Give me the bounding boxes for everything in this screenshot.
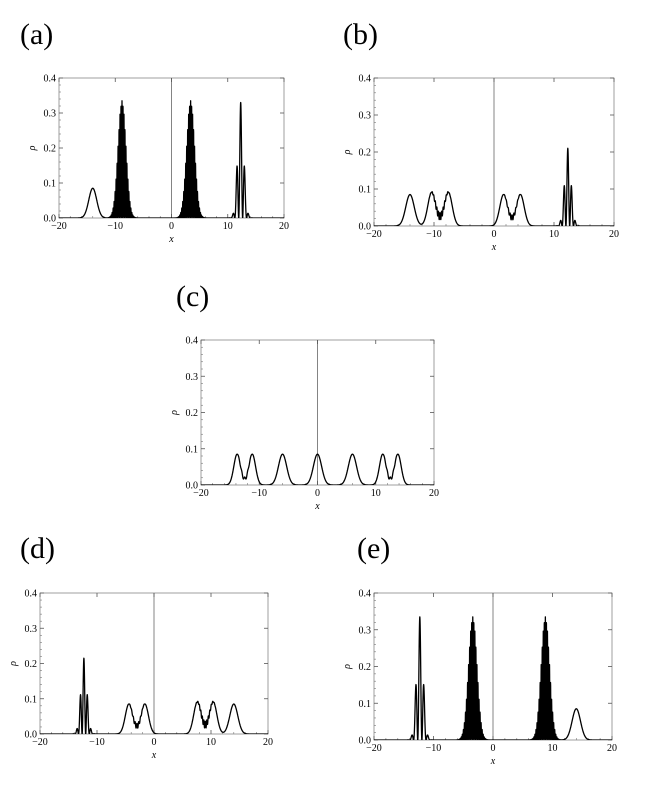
x-tick-label: −20 [32,737,48,748]
x-tick-label: 0 [315,488,320,499]
y-tick-label: 0.3 [359,111,372,122]
panel-label: (c) [176,280,210,313]
y-tick-label: 0.0 [186,481,199,492]
x-tick-label: 20 [279,221,289,232]
y-axis-label: ρ [8,661,19,667]
x-tick-label: 0 [491,743,496,754]
y-tick-label: 0.1 [359,699,372,710]
y-tick-label: 0.4 [44,74,57,85]
x-axis-label: x [168,234,174,245]
y-tick-label: 0.3 [186,372,199,383]
x-tick-label: −20 [193,488,209,499]
x-tick-label: 10 [549,229,559,240]
y-tick-label: 0.4 [186,336,199,347]
x-axis-label: x [314,501,320,512]
y-tick-label: 0.1 [186,444,199,455]
y-tick-label: 0.0 [359,736,372,747]
x-tick-label: −20 [51,221,67,232]
x-tick-label: −10 [251,488,267,499]
x-tick-label: 0 [492,229,497,240]
y-tick-label: 0.3 [25,624,38,635]
x-tick-label: −10 [107,221,123,232]
density-curve [374,616,612,740]
x-tick-label: 20 [609,229,619,240]
y-tick-label: 0.0 [359,222,372,233]
y-axis-label: ρ [27,145,38,151]
y-tick-label: 0.2 [25,659,38,670]
y-tick-label: 0.1 [25,694,38,705]
y-tick-label: 0.3 [359,625,372,636]
y-axis-label: ρ [342,664,353,670]
x-tick-label: −20 [366,743,382,754]
panel-label: (b) [343,18,378,51]
y-tick-label: 0.2 [359,148,372,159]
x-tick-label: −10 [426,743,442,754]
y-axis-label: ρ [342,149,353,155]
y-tick-label: 0.4 [25,589,38,600]
density-curve [59,100,284,218]
panel-label: (d) [20,532,55,565]
panel-label: (a) [20,18,54,51]
x-tick-label: 20 [429,488,439,499]
y-tick-label: 0.2 [186,408,199,419]
x-axis-label: x [491,242,497,253]
y-tick-label: 0.2 [44,144,57,155]
x-tick-label: −10 [89,737,105,748]
density-curve [374,147,614,226]
x-tick-label: 20 [607,743,617,754]
x-tick-label: −10 [426,229,442,240]
x-tick-label: 10 [206,737,216,748]
y-tick-label: 0.4 [359,589,372,600]
x-axis-label: x [151,750,157,761]
x-tick-label: 0 [152,737,157,748]
y-tick-label: 0.0 [44,214,57,225]
x-tick-label: −20 [366,229,382,240]
x-tick-label: 10 [223,221,233,232]
y-tick-label: 0.1 [44,179,57,190]
y-tick-label: 0.2 [359,662,372,673]
x-tick-label: 20 [263,737,273,748]
y-tick-label: 0.3 [44,109,57,120]
x-tick-label: 10 [371,488,381,499]
y-axis-label: ρ [169,410,180,416]
y-tick-label: 0.1 [359,185,372,196]
x-tick-label: 10 [548,743,558,754]
density-curve [201,453,434,485]
y-tick-label: 0.0 [25,730,38,741]
panel-label: (e) [357,532,391,565]
density-curve [40,657,268,734]
x-axis-label: x [490,756,496,767]
y-tick-label: 0.4 [359,74,372,85]
x-tick-label: 0 [169,221,174,232]
